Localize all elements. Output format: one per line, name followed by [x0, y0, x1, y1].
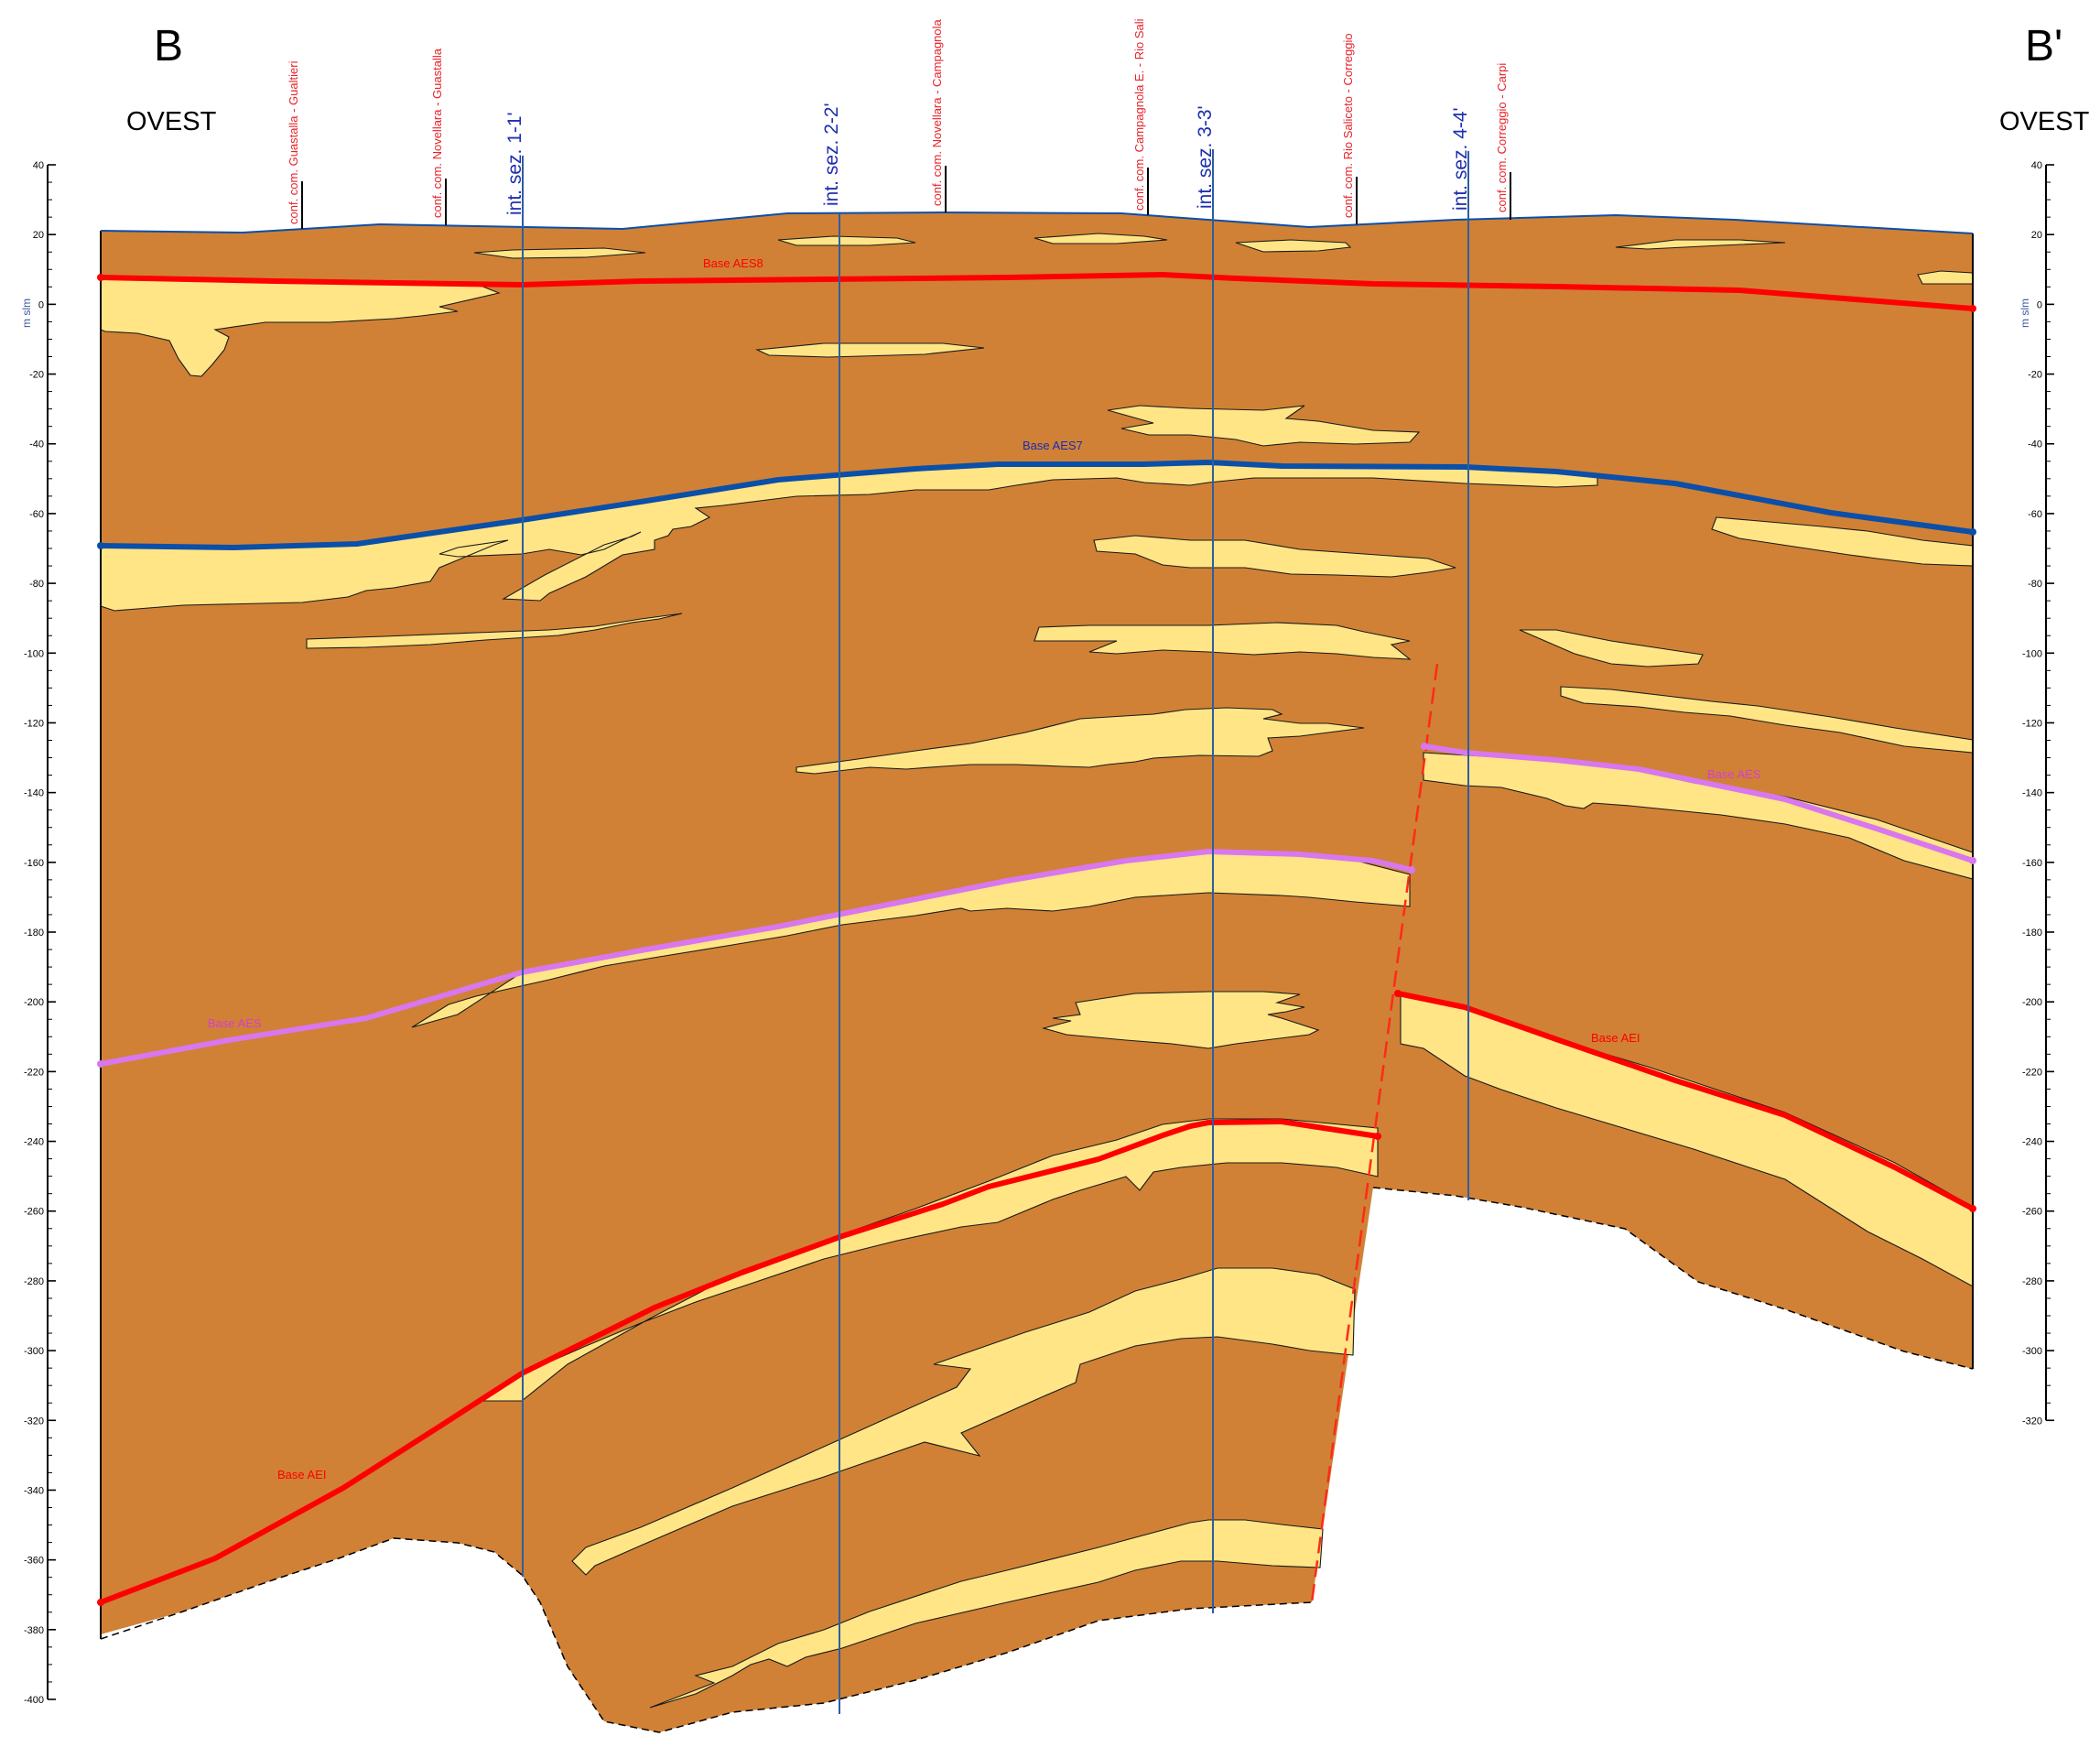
axis-tick-label: -320: [24, 1416, 44, 1427]
base-aei-label-right: Base AEI: [1591, 1031, 1640, 1045]
axis-tick-label: 20: [33, 230, 44, 241]
axis-tick-label: -240: [2022, 1137, 2042, 1148]
axis-unit-left: m slm: [20, 298, 33, 328]
axis-tick-label: -40: [2028, 439, 2042, 450]
axis-tick-label: -60: [29, 509, 44, 520]
topographic-surface: [100, 211, 1974, 234]
right-direction-label: OVEST: [1999, 107, 2090, 136]
axis-tick-label: -120: [24, 718, 44, 729]
axis-tick-label: -20: [2028, 370, 2042, 381]
axis-tick-label: -280: [2022, 1276, 2042, 1287]
sez-2-label: int. sez. 2-2': [821, 103, 842, 206]
base-aes-horizon-left: [100, 849, 1413, 1067]
axis-tick-label: -60: [2028, 509, 2042, 520]
axis-tick-label: -320: [2022, 1416, 2042, 1427]
axis-tick-label: -100: [2022, 648, 2042, 659]
axis-tick-label: 40: [33, 160, 44, 171]
base-aes7-horizon: [100, 460, 1974, 550]
base-boundary-dashed: [100, 1187, 1974, 1733]
sez-1-label: int. sez. 1-1': [504, 112, 525, 215]
axis-tick-label: -200: [24, 997, 44, 1008]
base-aei-horizon-right: [1397, 991, 1975, 1211]
sez-3-label: int. sez. 3-3': [1195, 105, 1216, 209]
location-label-novellara-guastalla: conf. com. Novellara - Guastalla: [430, 48, 444, 218]
sez-4-label: int. sez. 4-4': [1450, 107, 1471, 211]
axis-tick-label: -120: [2022, 718, 2042, 729]
axis-tick-label: -140: [24, 788, 44, 799]
axis-tick-label: -380: [24, 1625, 44, 1636]
section-intersection-labels: int. sez. 1-1' int. sez. 2-2' int. sez. …: [504, 103, 1471, 215]
axis-tick-label: -20: [29, 370, 44, 381]
axis-tick-label: -140: [2022, 788, 2042, 799]
location-label-guastalla-gualtieri: conf. com. Guastalla - Gualtieri: [287, 60, 300, 224]
base-aei-label-left: Base AEI: [277, 1468, 326, 1481]
axis-tick-label: -100: [24, 648, 44, 659]
axis-tick-label: -240: [24, 1137, 44, 1148]
sand-lenses: [100, 233, 1974, 1709]
axis-tick-label: -220: [24, 1067, 44, 1078]
axis-tick-label: -40: [29, 439, 44, 450]
axis-tick-label: -180: [24, 928, 44, 939]
axis-tick-label: -180: [2022, 928, 2042, 939]
axis-tick-label: -340: [24, 1485, 44, 1496]
axis-tick-label: -200: [2022, 997, 2042, 1008]
axis-tick-label: 0: [38, 299, 44, 310]
axis-tick-label: -80: [29, 579, 44, 590]
location-ticks: [301, 166, 1511, 229]
axis-tick-label: 20: [2031, 230, 2042, 241]
base-aes8-label: Base AES8: [703, 256, 763, 270]
axis-tick-label: -220: [2022, 1067, 2042, 1078]
section-start-letter: B: [154, 22, 183, 71]
base-aes-horizon-right: [1423, 743, 1974, 863]
axis-tick-label: 0: [2037, 299, 2042, 310]
horizon-end-dots: [97, 274, 1976, 1606]
fault-line: [1310, 663, 1439, 1603]
axis-tick-label: -260: [2022, 1207, 2042, 1218]
axis-tick-label: -260: [24, 1207, 44, 1218]
location-label-rio-saliceto-correggio: conf. com. Rio Saliceto - Correggio: [1341, 33, 1355, 218]
base-aes-label-right: Base AES: [1707, 767, 1761, 781]
axis-tick-label: -280: [24, 1276, 44, 1287]
axis-tick-label: -160: [2022, 858, 2042, 869]
base-aes7-label: Base AES7: [1023, 439, 1083, 452]
axis-tick-label: 40: [2031, 160, 2042, 171]
left-direction-label: OVEST: [126, 107, 217, 136]
section-intersection-lines: [522, 149, 1469, 1714]
elevation-axis-right: 40 20 0 -20 -40 -60 -80 -100 -120 -140 -160 -180 -20…: [2022, 160, 2054, 1427]
axis-tick-label: -160: [24, 858, 44, 869]
axis-tick-label: -80: [2028, 579, 2042, 590]
location-label-campagnola-rio: conf. com. Campagnola E. - Rio Sali: [1132, 18, 1146, 211]
axis-tick-label: -400: [24, 1695, 44, 1706]
axis-tick-label: -360: [24, 1556, 44, 1567]
base-aei-horizon-left: [99, 1119, 1379, 1605]
base-aes-label-left: Base AES: [208, 1016, 262, 1030]
location-label-novellara-campagnola: conf. com. Novellara - Campagnola: [930, 18, 944, 206]
location-labels: conf. com. Guastalla - Gualtieri conf. c…: [287, 18, 1509, 224]
elevation-axis-left: 40 20 0 -20 -40 -60 -80 -100 -120 -140 -160 -180 -20…: [24, 160, 56, 1706]
axis-tick-label: -300: [2022, 1346, 2042, 1357]
axis-tick-label: -300: [24, 1346, 44, 1357]
axis-unit-right: m slm: [2019, 298, 2031, 328]
location-label-correggio-carpi: conf. com. Correggio - Carpi: [1495, 63, 1509, 212]
base-aes8-horizon: [100, 272, 1974, 311]
section-end-letter: B': [2025, 22, 2062, 71]
